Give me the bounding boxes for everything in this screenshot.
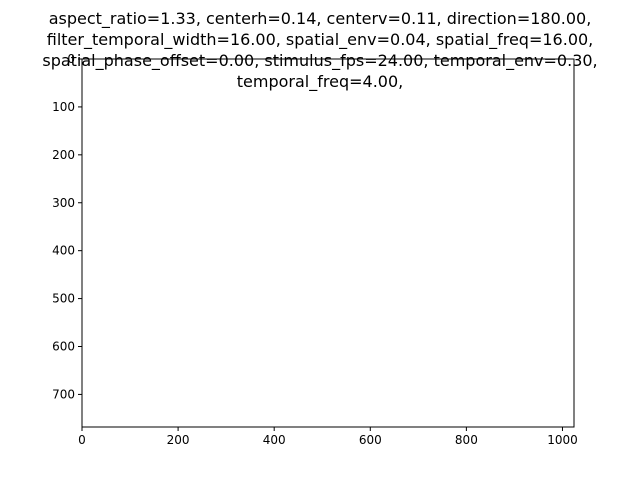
y-tick-label: 200 — [52, 148, 75, 162]
title-line-2: filter_temporal_width=16.00, spatial_env… — [47, 30, 594, 50]
title-line-3: spatial_phase_offset=0.00, stimulus_fps=… — [42, 51, 597, 71]
x-tick-label: 200 — [167, 433, 190, 447]
x-axis: 0 200 400 600 800 1000 — [78, 427, 578, 447]
y-tick-label: 100 — [52, 100, 75, 114]
y-tick-label: 700 — [52, 387, 75, 401]
y-axis: 0 100 200 300 400 500 600 700 — [52, 52, 82, 401]
x-tick-label: 1000 — [547, 433, 578, 447]
plot-area — [82, 59, 574, 427]
axes-border — [81, 58, 575, 428]
x-tick-label: 0 — [78, 433, 86, 447]
chart-title: aspect_ratio=1.33, centerh=0.14, centerv… — [42, 9, 597, 92]
title-line-1: aspect_ratio=1.33, centerh=0.14, centerv… — [49, 9, 592, 29]
y-tick-label: 400 — [52, 244, 75, 258]
title-line-4: temporal_freq=4.00, — [237, 72, 403, 92]
x-tick-label: 800 — [455, 433, 478, 447]
y-tick-label: 500 — [52, 292, 75, 306]
y-tick-label: 600 — [52, 340, 75, 354]
y-tick-label: 300 — [52, 196, 75, 210]
x-tick-label: 600 — [359, 433, 382, 447]
x-tick-label: 400 — [263, 433, 286, 447]
y-tick-label: 0 — [67, 52, 75, 66]
